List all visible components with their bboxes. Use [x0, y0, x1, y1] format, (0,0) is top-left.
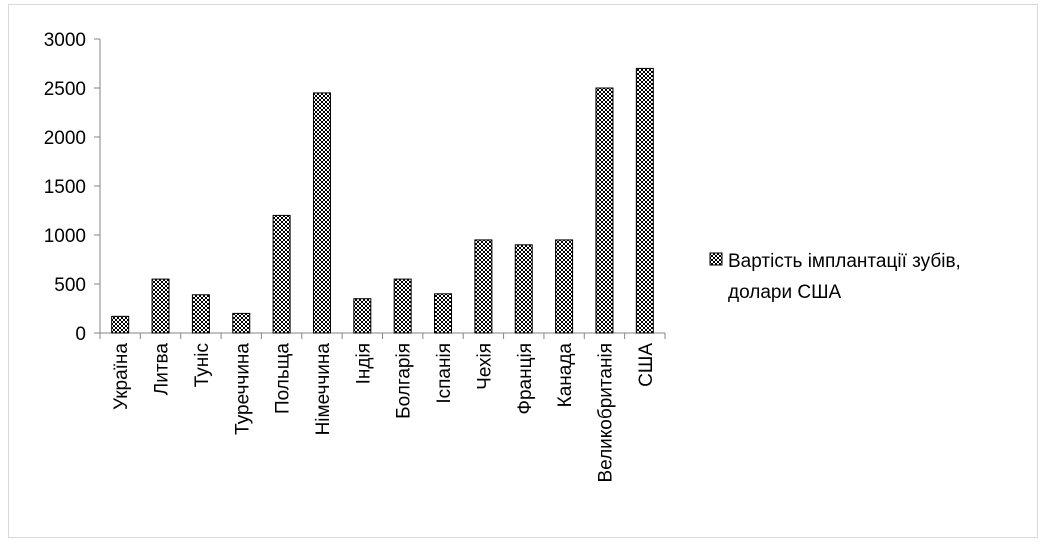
- bar: [151, 278, 170, 334]
- x-axis: Україна Литва Туніс Туреччина Польща Німеччин…: [99, 332, 666, 483]
- legend: Вартість імплантації зубів, долари США: [709, 251, 961, 303]
- legend-label-line1: Вартість імплантації зубів,: [728, 251, 961, 272]
- bar: [434, 293, 453, 334]
- bar: [555, 239, 574, 334]
- x-category-label: Іспанія: [434, 343, 455, 404]
- bar: [635, 67, 654, 334]
- y-tick-label: 2500: [44, 79, 86, 100]
- x-category-label: Туреччина: [232, 343, 253, 435]
- x-category-label: Франція: [515, 343, 536, 414]
- x-category-label: Болгарія: [394, 343, 415, 419]
- y-tick-label: 1500: [44, 177, 86, 198]
- bar: [312, 92, 331, 334]
- y-tick-label: 1000: [44, 226, 86, 247]
- x-category-label: Україна: [111, 343, 132, 410]
- bars: [111, 67, 654, 334]
- x-category-label: Індія: [353, 343, 374, 384]
- bar: [595, 87, 614, 334]
- legend-swatch: [709, 252, 723, 266]
- y-tick-label: 3000: [44, 30, 86, 51]
- x-category-label: США: [636, 343, 657, 387]
- y-tick-label: 2000: [44, 128, 86, 149]
- bar: [514, 244, 533, 334]
- y-tick-label: 0: [75, 324, 86, 345]
- bar: [353, 298, 372, 334]
- bar: [474, 239, 493, 334]
- bar-chart: 0 500 1000 1500 2000 2500 3000 Україна Литва Тун…: [44, 30, 961, 483]
- x-category-label: Великобританія: [595, 343, 616, 483]
- x-category-label: Канада: [555, 343, 576, 408]
- y-axis: 0 500 1000 1500 2000 2500 3000: [44, 30, 101, 345]
- y-tick-label: 500: [54, 275, 86, 296]
- x-category-label: Туніс: [192, 343, 213, 387]
- x-category-label: Литва: [152, 343, 173, 396]
- x-category-label: Польща: [273, 343, 294, 414]
- bar: [191, 294, 210, 334]
- chart-frame: 0 500 1000 1500 2000 2500 3000 Україна Литва Тун…: [8, 4, 1038, 538]
- bar: [393, 278, 412, 334]
- legend-label-line2: долари США: [728, 282, 841, 303]
- x-category-label: Чехія: [474, 343, 495, 390]
- bar: [111, 315, 130, 334]
- bar: [272, 214, 291, 334]
- x-category-label: Німеччина: [313, 343, 334, 436]
- bar: [232, 312, 251, 334]
